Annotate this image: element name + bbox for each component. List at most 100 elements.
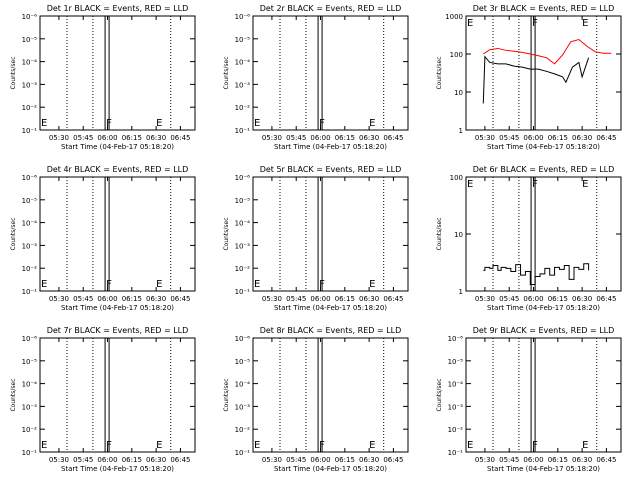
marker-e-end: E — [156, 118, 162, 129]
y-tick-label: 10⁻³ — [22, 242, 38, 250]
x-tick-label: 06:00 — [523, 456, 543, 464]
x-axis-label: Start Time (04-Feb-17 05:18:20) — [487, 465, 600, 473]
x-tick-label: 05:45 — [286, 295, 306, 303]
x-tick-label: 06:30 — [359, 295, 379, 303]
chart-title: Det 1r BLACK = Events, RED = LLD — [47, 4, 189, 13]
plot-frame — [39, 337, 196, 453]
y-axis-label: Counts/sec — [10, 56, 17, 89]
marker-f: F — [319, 279, 325, 290]
x-tick-label: 06:30 — [572, 295, 592, 303]
y-tick-label: 10⁻⁵ — [22, 36, 38, 44]
y-axis-label: Counts/sec — [223, 378, 230, 411]
marker-e-start: E — [254, 279, 260, 290]
marker-f: F — [532, 440, 538, 451]
y-tick-label: 1 — [459, 127, 463, 135]
chart-title: Det 4r BLACK = Events, RED = LLD — [47, 165, 189, 174]
x-tick-label: 06:00 — [523, 295, 543, 303]
marker-e-end: E — [369, 279, 375, 290]
y-tick-label: 10⁻⁴ — [235, 381, 251, 389]
y-tick-label: 10⁻¹ — [235, 288, 251, 296]
marker-e-end: E — [582, 440, 588, 451]
marker-e-start: E — [41, 440, 47, 451]
marker-e-end: E — [369, 118, 375, 129]
marker-e-start: E — [467, 179, 473, 190]
x-tick-label: 06:45 — [170, 134, 190, 142]
series-line-black — [483, 263, 590, 286]
x-tick-label: 06:45 — [383, 456, 403, 464]
y-tick-label: 10⁻³ — [22, 81, 38, 89]
x-tick-label: 06:00 — [523, 134, 543, 142]
x-tick-label: 06:15 — [122, 295, 142, 303]
series-line-red — [483, 39, 612, 65]
x-tick-label: 06:45 — [596, 134, 616, 142]
marker-f: F — [532, 179, 538, 190]
chart-title: Det 2r BLACK = Events, RED = LLD — [260, 4, 402, 13]
y-tick-label: 10⁻⁵ — [235, 36, 251, 44]
y-axis-label: Counts/sec — [436, 217, 443, 250]
x-tick-label: 05:45 — [73, 295, 93, 303]
x-tick-label: 05:30 — [262, 456, 282, 464]
plot-frame — [465, 337, 622, 453]
x-tick-label: 05:45 — [286, 456, 306, 464]
x-axis-label: Start Time (04-Feb-17 05:18:20) — [274, 143, 387, 151]
y-tick-label: 10⁻⁴ — [22, 220, 38, 228]
y-tick-label: 1 — [459, 288, 463, 296]
x-tick-label: 05:30 — [262, 295, 282, 303]
y-tick-label: 10⁻³ — [235, 242, 251, 250]
x-tick-label: 06:45 — [596, 456, 616, 464]
marker-e-end: E — [156, 279, 162, 290]
y-tick-label: 10⁻⁵ — [22, 197, 38, 205]
chart-title: Det 3r BLACK = Events, RED = LLD — [473, 4, 615, 13]
y-tick-label: 10⁻² — [235, 104, 251, 112]
y-axis-label: Counts/sec — [436, 56, 443, 89]
plot-frame — [252, 15, 409, 131]
x-axis-label: Start Time (04-Feb-17 05:18:20) — [274, 304, 387, 312]
x-tick-label: 05:45 — [499, 456, 519, 464]
y-tick-label: 10⁻³ — [235, 81, 251, 89]
x-tick-label: 06:15 — [122, 456, 142, 464]
y-tick-label: 10⁻⁴ — [22, 381, 38, 389]
y-tick-label: 10 — [454, 89, 463, 97]
series-line-black — [482, 55, 590, 104]
x-axis-label: Start Time (04-Feb-17 05:18:20) — [487, 143, 600, 151]
x-tick-label: 06:00 — [310, 134, 330, 142]
y-tick-label: 10⁻² — [235, 265, 251, 273]
plot-frame — [252, 176, 409, 292]
y-tick-label: 10⁻³ — [22, 403, 38, 411]
x-tick-label: 06:15 — [548, 456, 568, 464]
x-tick-label: 06:30 — [146, 134, 166, 142]
x-tick-label: 06:30 — [146, 456, 166, 464]
y-tick-label: 10⁻² — [448, 426, 464, 434]
marker-f: F — [106, 279, 112, 290]
y-tick-label: 10⁻⁶ — [22, 335, 38, 343]
x-tick-label: 06:30 — [572, 456, 592, 464]
x-tick-label: 06:15 — [335, 134, 355, 142]
y-axis-label: Counts/sec — [10, 378, 17, 411]
x-tick-label: 05:30 — [49, 295, 69, 303]
y-tick-label: 100 — [450, 51, 463, 59]
plot-frame — [465, 15, 622, 131]
chart-title: Det 6r BLACK = Events, RED = LLD — [473, 165, 615, 174]
y-tick-label: 10⁻⁶ — [22, 13, 38, 21]
marker-e-end: E — [582, 18, 588, 29]
x-tick-label: 06:30 — [572, 134, 592, 142]
y-tick-label: 10⁻⁴ — [235, 59, 251, 67]
y-tick-label: 10⁻² — [235, 426, 251, 434]
x-tick-label: 06:15 — [335, 456, 355, 464]
marker-e-start: E — [467, 18, 473, 29]
plot-frame — [39, 176, 196, 292]
y-tick-label: 10⁻² — [22, 426, 38, 434]
x-axis-label: Start Time (04-Feb-17 05:18:20) — [61, 143, 174, 151]
y-tick-label: 10⁻¹ — [22, 127, 38, 135]
chart-title: Det 8r BLACK = Events, RED = LLD — [260, 326, 402, 335]
marker-f: F — [319, 440, 325, 451]
x-tick-label: 05:30 — [262, 134, 282, 142]
marker-f: F — [319, 118, 325, 129]
x-tick-label: 05:30 — [49, 134, 69, 142]
marker-f: F — [106, 440, 112, 451]
x-axis-label: Start Time (04-Feb-17 05:18:20) — [487, 304, 600, 312]
y-axis-label: Counts/sec — [10, 217, 17, 250]
y-tick-label: 10⁻⁶ — [235, 174, 251, 182]
